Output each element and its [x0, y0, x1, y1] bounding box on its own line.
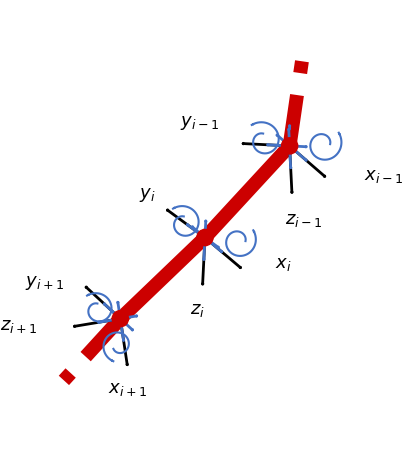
Circle shape	[282, 138, 298, 154]
Text: $z_{i-1}$: $z_{i-1}$	[285, 211, 322, 229]
Circle shape	[197, 229, 213, 246]
Text: $x_{i-1}$: $x_{i-1}$	[364, 167, 403, 185]
Text: $x_{i+1}$: $x_{i+1}$	[108, 380, 147, 399]
Text: $x_i$: $x_i$	[275, 255, 292, 273]
Text: $z_i$: $z_i$	[191, 301, 205, 319]
Circle shape	[112, 311, 129, 327]
Text: $z_{i+1}$: $z_{i+1}$	[0, 317, 38, 335]
Text: $y_i$: $y_i$	[139, 186, 155, 204]
Text: $y_{i+1}$: $y_{i+1}$	[25, 274, 64, 292]
Text: $y_{i-1}$: $y_{i-1}$	[180, 114, 219, 132]
